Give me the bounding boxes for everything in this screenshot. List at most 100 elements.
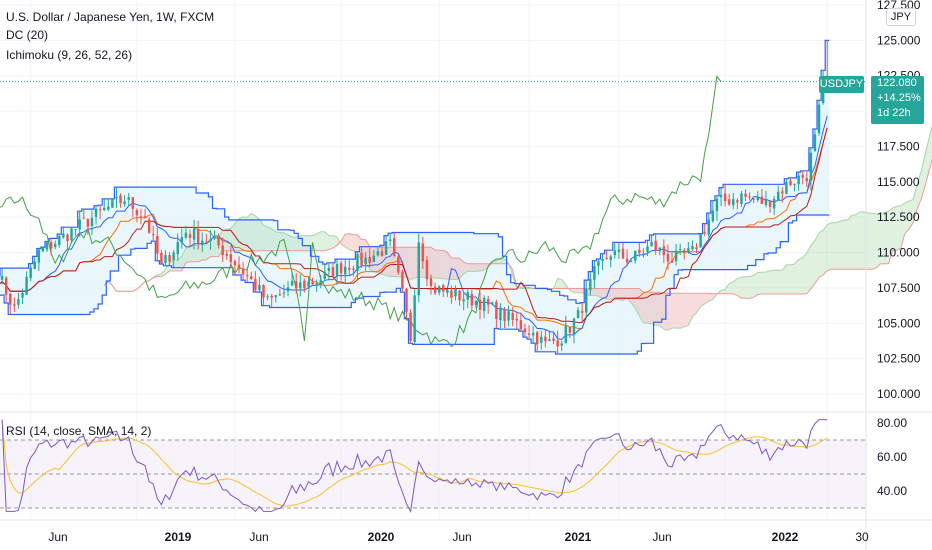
cloud-segment <box>590 288 595 296</box>
candle-body <box>66 234 69 241</box>
candle-body <box>446 289 449 293</box>
candle-body <box>364 257 367 265</box>
cloud-segment <box>737 277 742 299</box>
indicator-ichimoku-label[interactable]: Ichimoku (9, 26, 52, 26) <box>6 48 133 62</box>
candle-body <box>152 234 155 236</box>
candle-body <box>368 257 371 263</box>
candle-body <box>225 253 228 256</box>
candle-body <box>625 258 629 263</box>
candle-body <box>662 246 666 256</box>
cloud-segment <box>884 211 889 264</box>
candle-body <box>450 290 453 298</box>
candle-body <box>617 249 621 252</box>
candle-body <box>719 194 723 198</box>
candle-body <box>147 219 151 233</box>
candle-body <box>229 254 233 263</box>
cloud-segment <box>806 245 811 294</box>
candle-body <box>486 299 490 305</box>
candle-body <box>13 304 16 306</box>
candle-body <box>172 252 175 261</box>
cloud-segment <box>782 264 787 294</box>
cloud-segment <box>761 272 766 294</box>
candle-body <box>49 241 53 249</box>
cloud-segment <box>700 293 705 307</box>
x-tick-label: 2022 <box>772 530 799 544</box>
candle-body <box>437 286 441 293</box>
candle-body <box>192 228 196 240</box>
candle-body <box>311 282 314 285</box>
candle-body <box>703 232 706 234</box>
cloud-segment <box>557 278 562 289</box>
candle-body <box>654 240 657 251</box>
candle-body <box>356 254 359 272</box>
candle-body <box>160 252 163 264</box>
candle-body <box>621 248 625 259</box>
candle-body <box>360 252 363 266</box>
candle-body <box>376 251 380 256</box>
cloud-segment <box>778 270 783 294</box>
cloud-segment <box>917 170 922 209</box>
candle-body <box>78 219 81 230</box>
candle-body <box>564 325 568 344</box>
candle-body <box>299 282 302 289</box>
cloud-segment <box>435 250 440 279</box>
cloud-segment <box>606 288 611 300</box>
candle-body <box>282 292 286 294</box>
candles <box>0 40 829 354</box>
cloud-segment <box>484 263 489 270</box>
cloud-segment <box>892 206 897 251</box>
candle-body <box>17 299 20 305</box>
candle-body <box>237 264 241 269</box>
cloud-segment <box>929 127 932 170</box>
candle-body <box>29 267 32 279</box>
candle-body <box>442 285 445 292</box>
candle-body <box>629 261 633 263</box>
candle-body <box>180 237 184 243</box>
x-tick-label: Jun <box>652 530 671 544</box>
cloud-segment <box>770 270 775 294</box>
candle-body <box>294 281 298 289</box>
cloud-segment <box>234 218 240 251</box>
candle-body <box>82 217 86 219</box>
senkou-span-a <box>103 125 932 331</box>
cloud-segment <box>594 288 599 297</box>
candle-body <box>241 268 245 275</box>
candle-body <box>772 199 776 209</box>
cloud-segment <box>189 245 195 262</box>
cloud-segment <box>774 270 779 294</box>
candle-body <box>793 184 796 186</box>
candle-body <box>107 206 110 210</box>
candle-body <box>707 219 710 236</box>
cloud-segment <box>651 292 656 326</box>
bar-countdown: 1d 22h <box>877 107 911 119</box>
cloud-segment <box>279 232 284 251</box>
indicator-dc-label[interactable]: DC (20) <box>6 28 49 42</box>
currency-badge[interactable]: JPY <box>886 8 916 26</box>
cloud-segment <box>198 243 203 262</box>
donchian-fill <box>0 40 830 354</box>
cloud-segment <box>463 262 468 274</box>
candle-body <box>143 216 147 219</box>
candle-body <box>466 292 469 300</box>
cloud-segment <box>667 293 673 331</box>
candle-body <box>544 336 547 342</box>
cloud-segment <box>733 278 738 296</box>
cloud-segment <box>320 231 325 251</box>
candle-body <box>339 263 343 274</box>
cloud-segment <box>431 247 436 279</box>
cloud-segment <box>243 216 248 251</box>
donchian-lower <box>0 214 830 355</box>
candle-body <box>393 238 396 256</box>
cloud-segment <box>794 259 799 294</box>
candle-body <box>184 232 188 238</box>
cloud-segment <box>247 213 252 251</box>
cloud-segment <box>913 185 918 223</box>
indicator-rsi-label[interactable]: RSI (14, close, SMA, 14, 2) <box>6 424 152 438</box>
candle-body <box>801 175 804 178</box>
cloud-segment <box>439 250 444 279</box>
cloud-segment <box>500 258 505 264</box>
candle-body <box>638 249 641 254</box>
cloud-segment <box>745 276 750 299</box>
cloud-segment <box>757 272 762 295</box>
